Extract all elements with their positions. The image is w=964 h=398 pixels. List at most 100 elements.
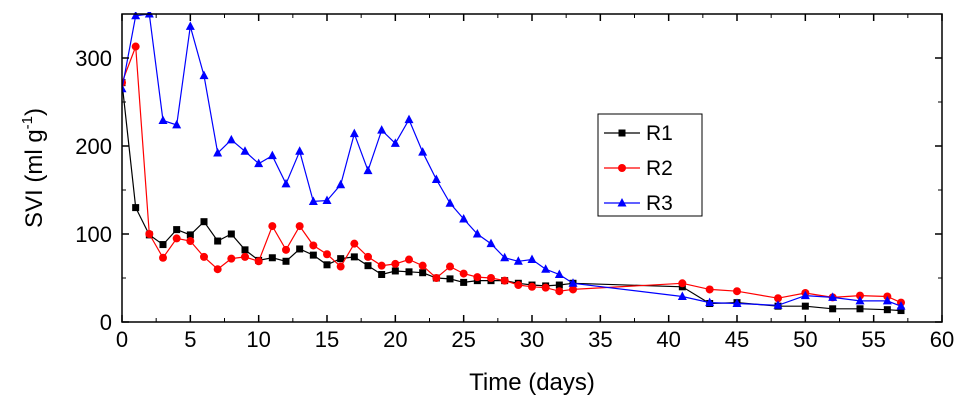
data-point: [364, 262, 372, 270]
data-point: [131, 12, 141, 20]
data-point: [418, 261, 427, 270]
data-point: [213, 265, 222, 274]
legend-label: R2: [646, 157, 673, 180]
series-line: [122, 13, 902, 307]
data-point: [186, 237, 195, 246]
data-point: [896, 301, 906, 310]
data-point: [828, 292, 838, 301]
x-tick-label: 55: [861, 327, 885, 352]
data-point: [173, 226, 181, 234]
data-point: [241, 252, 249, 261]
data-point: [829, 305, 837, 313]
data-point: [732, 298, 742, 308]
data-point: [336, 179, 346, 189]
data-point: [774, 294, 782, 303]
data-point: [349, 128, 359, 138]
data-point: [281, 178, 291, 188]
data-point: [472, 229, 482, 238]
data-point: [500, 252, 510, 262]
data-point: [569, 285, 577, 294]
data-point: [199, 70, 209, 80]
data-point: [172, 119, 182, 129]
series-line: [122, 46, 902, 304]
x-tick-label: 15: [315, 327, 339, 352]
data-point: [132, 204, 140, 212]
x-tick-label: 0: [116, 327, 128, 352]
data-point: [705, 297, 715, 307]
data-point: [186, 231, 194, 239]
data-point: [446, 275, 454, 283]
data-point: [773, 300, 783, 309]
plot-series: [122, 12, 906, 315]
y-tick-label: 100: [75, 222, 112, 247]
data-point: [418, 147, 428, 156]
data-point: [227, 254, 236, 263]
data-point: [527, 254, 537, 264]
data-point: [159, 241, 167, 249]
data-point: [227, 230, 235, 238]
data-point: [214, 237, 222, 245]
data-point: [377, 125, 387, 134]
y-tick-label: 200: [75, 134, 112, 159]
data-point: [446, 262, 454, 271]
data-point: [323, 261, 331, 269]
data-point: [405, 255, 413, 264]
data-point: [391, 259, 400, 268]
data-point: [677, 291, 687, 300]
data-point: [282, 245, 290, 254]
data-point: [459, 269, 468, 278]
data-point: [267, 150, 277, 160]
data-point: [513, 256, 523, 265]
data-point: [241, 246, 249, 254]
data-point: [364, 252, 372, 261]
data-point: [308, 196, 318, 205]
y-tick-label: 300: [75, 46, 112, 71]
data-point: [500, 276, 509, 285]
x-tick-label: 10: [246, 327, 270, 352]
data-point: [419, 269, 427, 277]
data-point: [295, 222, 304, 231]
data-point: [459, 214, 469, 223]
data-point: [350, 239, 359, 248]
data-point: [678, 279, 687, 288]
data-point: [391, 267, 399, 275]
y-axis-title-main: SVI (ml g: [21, 129, 48, 228]
ticks: 0 5 10 15 20 25 30 35 40 45 50 55 60 0 100 200 300: [75, 14, 954, 352]
data-point: [528, 282, 536, 291]
data-point: [323, 250, 331, 259]
data-point: [555, 287, 564, 296]
plot-frame: [121, 13, 943, 323]
data-point: [405, 268, 413, 276]
data-point: [487, 274, 495, 282]
x-tick-label: 5: [184, 327, 196, 352]
data-point: [377, 261, 386, 270]
legend-marker: [618, 129, 626, 137]
data-point: [200, 252, 208, 261]
data-point: [185, 21, 195, 30]
data-point: [145, 230, 154, 238]
x-tick-label: 25: [451, 327, 475, 352]
data-point: [882, 295, 892, 305]
data-point: [390, 138, 400, 147]
data-point: [240, 146, 250, 155]
x-tick-label: 40: [656, 327, 680, 352]
legend-box: [597, 113, 703, 217]
data-point: [800, 290, 810, 300]
legend-marker: [617, 198, 627, 207]
legend-item-R1: R1: [604, 122, 673, 145]
series-R1: [122, 79, 905, 315]
data-point: [897, 307, 905, 315]
data-point: [856, 305, 864, 313]
data-point: [350, 253, 358, 261]
y-tick-label: 0: [100, 310, 112, 335]
data-point: [541, 283, 550, 292]
data-point: [296, 245, 304, 253]
y-axis-title: SVI (ml g-1): [19, 108, 48, 228]
x-tick-label: 45: [725, 327, 749, 352]
legend-label: R3: [646, 192, 673, 215]
x-tick-label: 50: [793, 327, 817, 352]
data-point: [158, 115, 168, 124]
data-point: [378, 270, 386, 278]
data-point: [883, 306, 891, 314]
series-R3: [122, 12, 906, 310]
